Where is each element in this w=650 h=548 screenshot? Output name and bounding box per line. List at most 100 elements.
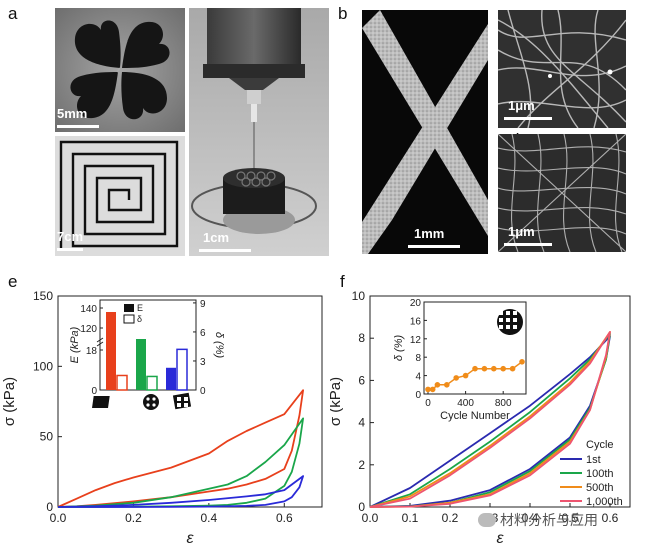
lattice-hole [513,318,517,322]
sample-lattice-hole [152,397,156,401]
y-tick-label: 150 [33,289,53,303]
inset-f-point [425,386,431,393]
plot-frame [369,295,631,508]
sample-grid-hole [184,403,188,407]
sem-d-scale-bar [504,243,552,246]
inset-legend-label: E [137,303,143,313]
sem-b-scale-label: 1mm [414,226,445,241]
sample-grid-hole [177,397,181,401]
inset-f-y-tick-label: 20 [410,298,422,309]
series-line-1000th [369,331,611,508]
inset-f-x-tick-label: 0 [425,398,431,409]
inset-right-tick-label: 3 [200,357,206,368]
x-tick-label: 0.6 [602,511,619,525]
x-tick-label: 0.0 [50,511,67,525]
panel-label-e: e [8,272,18,291]
fiber-mesh-icon [498,134,626,252]
x-tick-label: 0.4 [201,511,218,525]
legend-label: 500th [586,482,614,494]
lattice-hole [513,311,517,315]
inset-f-y-tick-label: 16 [410,316,422,327]
inset-f-x-tick-label: 400 [457,398,474,409]
y-tick-label: 2 [358,458,365,472]
clover-scale-label: 5mm [57,106,88,121]
inset-bar-E-blue [166,367,176,390]
y-tick-label: 6 [358,373,365,387]
watermark-text: 材料分析与应用 [500,512,598,528]
spiral-photo: 7cm [55,136,185,256]
inset-f-point [491,365,497,372]
sem-b-scale-bar [408,245,460,248]
printer-scale-bar [199,249,251,252]
lattice-hole [499,325,503,329]
legend-label: 1,000th [586,496,623,508]
printer-nozzle-icon [189,8,329,256]
spiral-shape-icon [55,136,185,256]
sample-lattice-body [143,394,159,410]
inset-f-point [509,365,516,372]
y-tick-label: 8 [358,331,365,345]
panel-label-f: f [340,272,345,291]
inset-legend-filled [124,304,134,312]
inset-left-tick-label: 18 [86,346,98,357]
inset-bar-delta-blue [176,348,188,391]
inset-f-y-label: δ (%) [393,335,405,362]
inset-f-x-tick-label: 800 [495,398,512,409]
y-tick-label: 100 [33,359,53,373]
y-axis-label: σ (kPa) [330,377,344,426]
x-tick-label: 0.2 [125,511,142,525]
clover-scale-bar [57,125,99,128]
sample-solid-icon [92,396,110,408]
x-axis-label: ε [186,530,194,547]
x-tick-label: 0.2 [442,511,459,525]
spiral-scale-label: 7cm [57,229,84,244]
inset-right-label: δ (%) [213,332,225,359]
fiber-network-icon [498,10,626,128]
x-tick-label: 0.0 [362,511,379,525]
inset-f-point [434,382,441,388]
x-tick-label: 0.5 [562,511,579,525]
wechat-icon [478,513,496,527]
sample-lattice-hole [146,397,150,401]
lattice-hole [506,311,510,315]
inset-bar-delta-green [146,375,158,391]
series-line-blue [57,475,304,508]
inset-f-point [481,365,488,372]
inset-f-y-tick-label: 8 [415,353,421,364]
inset-bar-delta-red [116,374,128,391]
panel-label-a: a [8,4,18,23]
sample-grid-hole [177,403,181,407]
sem-d-scale-label: 1μm [508,224,535,239]
inset-axis-break [96,337,104,343]
clover-shape-icon [55,8,185,132]
inset-f-point [462,372,469,379]
inset-f-point [444,382,450,388]
inset-left-label: E (kPa) [69,326,81,363]
sem-cross-shape-icon [362,10,488,254]
x-axis-label: ε [496,530,504,547]
legend-label: 100th [586,468,614,480]
inset-legend-hollow [123,314,135,324]
lattice-hole [499,311,503,315]
inset-bar-E-green [136,339,146,390]
inset-f-y-tick-label: 0 [415,390,421,401]
legend-label: 1st [586,454,601,466]
sem-fiber-photo-c: 1μm [498,10,626,128]
legend-title: Cycle [586,439,614,451]
sem-cross-photo: 1mm [362,10,488,254]
y-tick-label: 4 [358,416,365,430]
lattice-hole [513,325,517,329]
inset-axis-break [96,341,104,347]
lattice-hole [506,318,510,322]
sample-lattice-hole [146,403,150,407]
x-tick-label: 0.6 [276,511,293,525]
inset-f-point [453,375,459,381]
chart-e: 0.0 0.2 0.4 0.6 0 50 100 150 ε σ (kPa) 0 18 120 140 0… [1,289,323,547]
lattice-hole [499,318,503,322]
inset-right-tick-label: 9 [200,299,206,310]
sem-fiber-photo-d: 1μm [498,134,626,252]
inset-right-tick-label: 6 [200,328,206,339]
spiral-scale-bar [57,248,83,251]
inset-f-point [519,359,525,365]
inset-left-tick-label: 120 [80,324,97,335]
